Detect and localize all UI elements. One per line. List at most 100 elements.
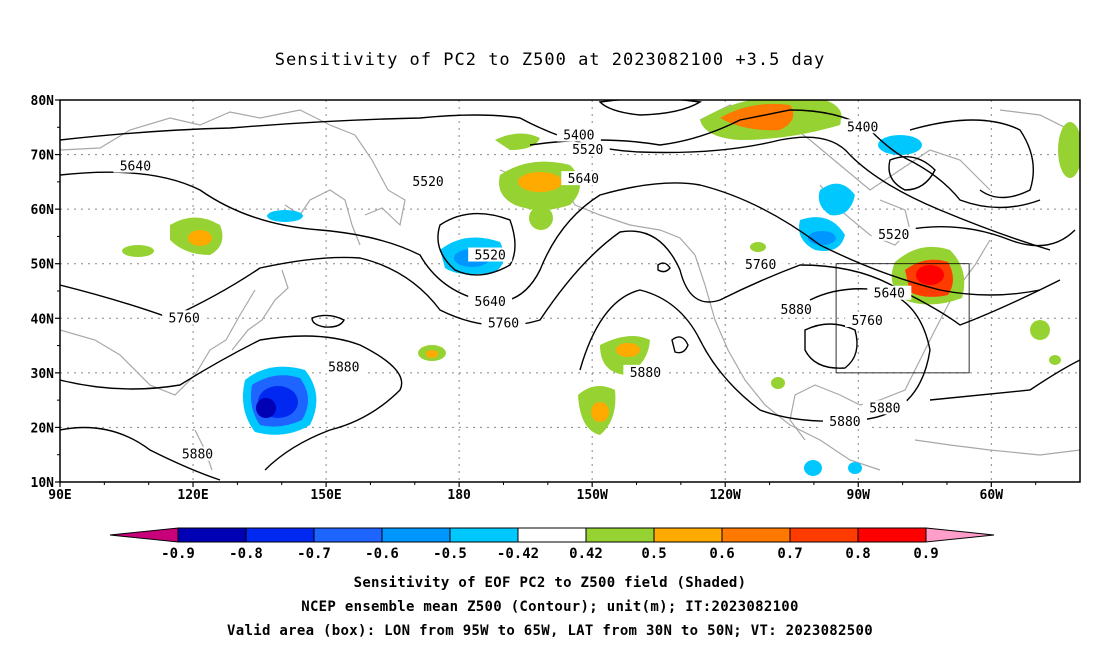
colorbar-label: -0.7 [297,546,331,562]
coastline-gulf [789,384,881,441]
lat-tick-label: 70N [31,149,55,164]
lon-tick-label: 90W [847,488,871,503]
contour-label: 5400 [563,128,594,143]
contour-5640 [60,171,1041,303]
lon-tick-label: 150W [577,488,608,503]
contour-label: 5640 [568,172,599,187]
contour-label: 5880 [328,360,359,375]
contour-label-bg [774,302,819,317]
contour-label-bg [738,256,783,271]
colorbar-low-triangle [109,527,179,543]
shade-green-mexico [771,377,785,389]
shade-blue-greenland [878,135,922,155]
shade-blue-caribbean [848,462,862,474]
colorbar-high-triangle [925,527,995,543]
footer-line-1: Sensitivity of EOF PC2 to Z500 field (Sh… [353,575,747,591]
contour-5880-c [929,359,1080,401]
lat-tick-label: 60N [31,203,55,218]
contour-5880-ring-2 [311,314,345,328]
contour-5880 [60,335,403,471]
coastline-china-korea [60,289,256,396]
colorbar-label: -0.42 [497,546,539,562]
colorbar-swatch [313,527,383,543]
contour-5400-ring [888,156,936,191]
lon-tick-label: 120W [710,488,741,503]
coastline-caribbean [914,439,1080,456]
lat-tick-label: 30N [31,367,55,382]
coastline-japan [231,269,289,351]
shade-blue-west-pacific-min [256,398,276,418]
contour-label-bg [867,285,912,300]
latitude-axis: 80N 70N 60N 50N 40N 30N 20N 10N [31,94,60,491]
contour-label: 5880 [781,303,812,318]
shade-orange-south-pacific [591,402,609,422]
lon-tick-label: 180 [447,488,471,503]
colorbar-label: 0.5 [641,546,666,562]
colorbar-label: -0.8 [229,546,263,562]
footer-line-3: Valid area (box): LON from 95W to 65W, L… [227,623,873,639]
colorbar-label: -0.6 [365,546,399,562]
lon-tick-label: 150E [310,488,341,503]
shade-red-core [916,265,944,285]
shade-orange-hawaii [616,343,640,357]
contour-label: 5880 [869,401,900,416]
colorbar-swatch [517,527,587,543]
contour-label-bg [840,119,885,134]
contour-label-bg [481,315,526,330]
valid-area-box [835,263,970,374]
contour-label: 5760 [851,314,882,329]
contour-5520-low [437,212,516,276]
contour-label: 5880 [182,448,213,463]
contour-label-bg [468,247,513,262]
contour-label: 5400 [847,120,878,135]
contour-label: 5880 [630,366,661,381]
lat-tick-label: 80N [31,94,55,109]
contour-label-bg [175,446,220,461]
lat-tick-label: 50N [31,258,55,273]
lon-tick-label: 60W [980,488,1004,503]
contour-5880-ring-1 [804,323,858,369]
colorbar-swatch [789,527,859,543]
lat-tick-label: 40N [31,312,55,327]
colorbar-label: 0.8 [845,546,870,562]
coastline-asia-north [60,109,356,151]
lon-tick-label: 120E [177,488,208,503]
lon-tick-label: 90E [48,488,71,503]
coastline-kamchatka [354,134,406,227]
shade-blue-kamchatka [267,210,303,222]
contour-label: 5520 [412,175,443,190]
lat-tick-label: 20N [31,421,55,436]
contour-label-bg [113,158,158,173]
contour-label: 5760 [745,258,776,273]
contour-label-bg [556,127,601,142]
colorbar-label: 0.9 [913,546,938,562]
contour-labels: 5400552056405400552056405760588058805760… [113,119,916,463]
shade-green-asia [122,245,154,257]
colorbar-swatch [245,527,315,543]
contour-label-bg [623,364,668,379]
shade-green-rockies [750,242,766,252]
plot-title: Sensitivity of PC2 to Z500 at 2023082100… [274,50,826,70]
colorbar-swatch [585,527,655,543]
contour-label-bg [162,310,207,325]
shade-orange-west-pacific-top [188,230,212,246]
contour-label-bg [862,400,907,415]
colorbar-swatch [381,527,451,543]
shade-blue-hudson [818,183,855,216]
shade-green-atlantic [1030,320,1050,340]
contour-label: 5520 [572,143,603,158]
shade-blue-gulf [804,460,822,476]
contour-5400-east [909,119,1035,199]
contour-label: 5640 [874,287,905,302]
contour-label: 5640 [475,295,506,310]
colorbar-label: -0.5 [433,546,467,562]
contour-label-bg [406,173,451,188]
shade-orange-mid-pacific [426,350,438,358]
colorbar-swatch [177,527,247,543]
grid-lines [60,100,1080,482]
contour-label-bg [561,171,606,186]
colorbar-label: 0.6 [709,546,734,562]
colorbar-swatch [653,527,723,543]
contour-5880-d [60,426,221,481]
